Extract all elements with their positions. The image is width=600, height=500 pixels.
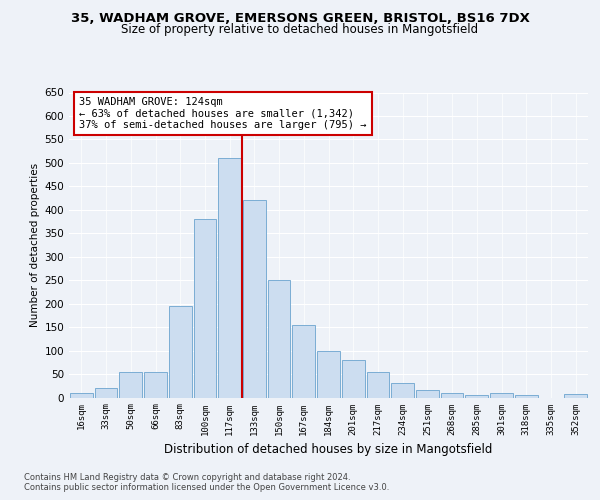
Bar (317, 350, 340, 398)
Bar (564, 394, 587, 398)
Text: Size of property relative to detached houses in Mangotsfield: Size of property relative to detached ho… (121, 22, 479, 36)
Bar (367, 372, 389, 398)
Text: Contains public sector information licensed under the Open Government Licence v3: Contains public sector information licen… (24, 484, 389, 492)
Text: Contains HM Land Registry data © Crown copyright and database right 2024.: Contains HM Land Registry data © Crown c… (24, 472, 350, 482)
Text: 35, WADHAM GROVE, EMERSONS GREEN, BRISTOL, BS16 7DX: 35, WADHAM GROVE, EMERSONS GREEN, BRISTO… (71, 12, 529, 26)
Bar (441, 393, 463, 398)
Bar (490, 393, 513, 398)
Bar (95, 388, 118, 398)
Bar (243, 200, 266, 398)
Bar (119, 372, 142, 398)
Y-axis label: Number of detached properties: Number of detached properties (30, 163, 40, 327)
Bar (218, 158, 241, 398)
Bar (292, 325, 315, 398)
Bar (416, 390, 439, 398)
Bar (342, 360, 365, 398)
Bar (194, 219, 216, 398)
Bar (70, 393, 93, 398)
Bar (169, 306, 191, 398)
Bar (515, 395, 538, 398)
Bar (391, 384, 414, 398)
Text: 35 WADHAM GROVE: 124sqm
← 63% of detached houses are smaller (1,342)
37% of semi: 35 WADHAM GROVE: 124sqm ← 63% of detache… (79, 97, 367, 130)
X-axis label: Distribution of detached houses by size in Mangotsfield: Distribution of detached houses by size … (164, 443, 493, 456)
Bar (268, 280, 290, 398)
Bar (144, 372, 167, 398)
Bar (466, 395, 488, 398)
